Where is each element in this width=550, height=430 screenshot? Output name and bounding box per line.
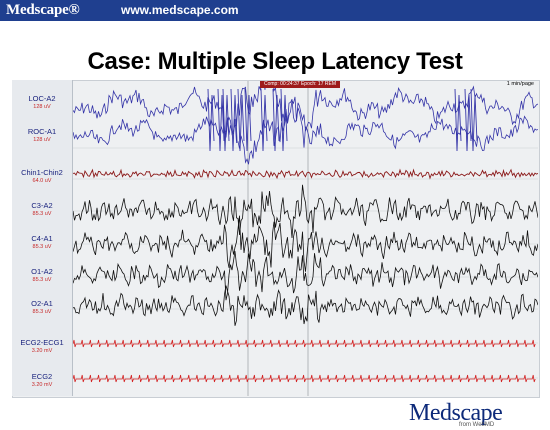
site-url-link[interactable]: www.medscape.com bbox=[121, 3, 239, 17]
channel-scale: 85.3 uV bbox=[32, 244, 52, 250]
channel-label: ECG2-ECG1 3.20 mV bbox=[12, 338, 72, 354]
channel-label: C4-A1 85.3 uV bbox=[12, 234, 72, 250]
channel-name: C4-A1 bbox=[31, 234, 53, 243]
channel-label: ECG2 3.20 mV bbox=[12, 372, 72, 388]
slide-title: Case: Multiple Sleep Latency Test bbox=[87, 48, 463, 75]
time-scale-label: 1 min/page bbox=[506, 81, 534, 87]
eye-movement-spike bbox=[217, 88, 225, 152]
eye-movement-spike bbox=[237, 88, 245, 152]
eeg-waveform-area bbox=[73, 81, 538, 396]
channel-name: LOC-A2 bbox=[28, 94, 56, 103]
eye-movement-spike bbox=[272, 88, 280, 152]
channel-label: LOC-A2 128 uV bbox=[12, 94, 72, 110]
channel-scale: 85.3 uV bbox=[32, 211, 52, 217]
ecg2-ecg1-trace bbox=[73, 339, 536, 348]
channel-scale: 85.3 uV bbox=[32, 309, 52, 315]
eye-movement-spike bbox=[260, 88, 268, 152]
medscape-footer-logo: Medscape bbox=[409, 400, 503, 426]
o1-a2-trace bbox=[73, 251, 538, 301]
eye-movement-spike bbox=[470, 88, 478, 152]
channel-scale: 128 uV bbox=[33, 104, 51, 110]
eye-movement-spike bbox=[207, 88, 215, 152]
brand-logo: Medscape® bbox=[6, 2, 80, 18]
eye-movement-spike bbox=[244, 88, 252, 152]
channel-scale: 3.20 mV bbox=[31, 348, 53, 354]
eye-movement-spike bbox=[464, 88, 472, 152]
channel-scale: 64.0 uV bbox=[32, 178, 52, 184]
channel-label: C3-A2 85.3 uV bbox=[12, 201, 72, 217]
channel-scale: 3.20 mV bbox=[31, 382, 53, 388]
epoch-info-bar: Comp: 00:24:37 Epoch: 17 REM bbox=[260, 81, 340, 88]
channel-label: O2-A1 85.3 uV bbox=[12, 299, 72, 315]
channel-name: C3-A2 bbox=[31, 201, 53, 210]
channel-label: O1-A2 85.3 uV bbox=[12, 267, 72, 283]
c3-a2-trace bbox=[73, 184, 538, 239]
channel-name: O1-A2 bbox=[31, 267, 53, 276]
eye-movement-spike bbox=[222, 88, 230, 152]
channel-label: ROC-A1 128 uV bbox=[12, 127, 72, 143]
ecg2-trace bbox=[73, 374, 536, 383]
eye-movement-spike bbox=[454, 88, 462, 152]
channel-label: Chin1-Chin2 64.0 uV bbox=[12, 168, 72, 184]
channel-name: Chin1-Chin2 bbox=[21, 168, 63, 177]
eye-movement-spike bbox=[280, 88, 288, 152]
channel-scale: 85.3 uV bbox=[32, 277, 52, 283]
header-bar: Medscape® www.medscape.com bbox=[0, 0, 550, 21]
webmd-sub-logo: from WebMD bbox=[459, 422, 495, 428]
channel-scale: 128 uV bbox=[33, 137, 51, 143]
c4-a1-trace bbox=[73, 215, 538, 272]
chin-emg-trace bbox=[73, 168, 538, 180]
eye-movement-spike bbox=[230, 88, 238, 152]
channel-name: ROC-A1 bbox=[27, 127, 57, 136]
channel-label-column: LOC-A2 128 uV ROC-A1 128 uV Chin1-Chin2 64.… bbox=[12, 80, 73, 396]
channel-name: ECG2 bbox=[31, 372, 53, 381]
o2-a1-trace bbox=[73, 285, 538, 326]
channel-name: ECG2-ECG1 bbox=[20, 338, 64, 347]
channel-name: O2-A1 bbox=[31, 299, 53, 308]
